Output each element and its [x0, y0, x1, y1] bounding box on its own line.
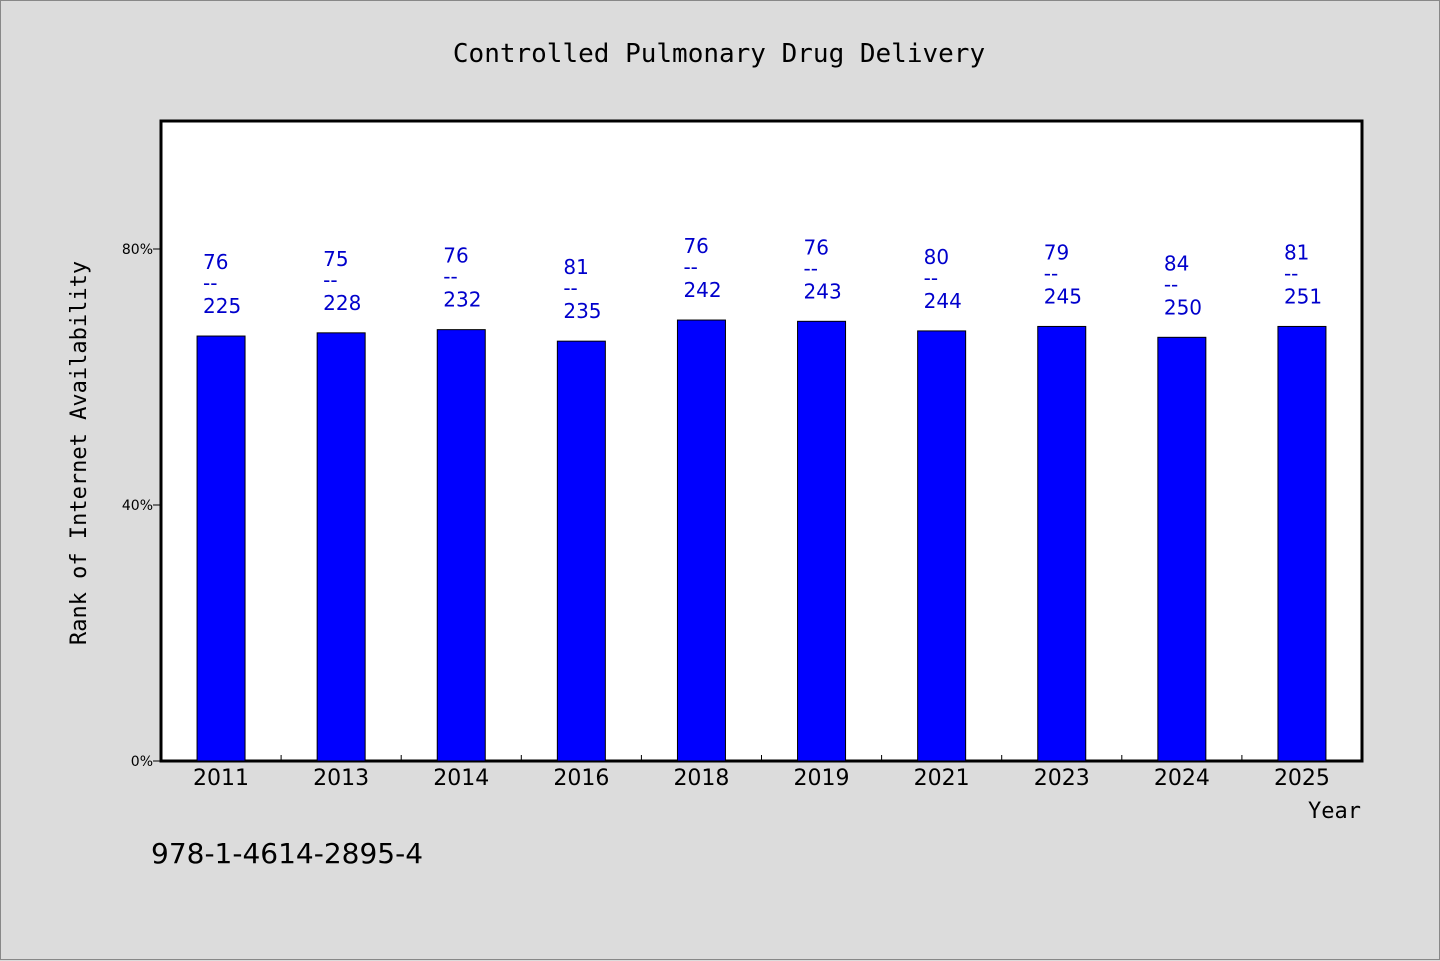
data-label-top: 81 [563, 255, 588, 279]
x-category-label: 2014 [433, 766, 489, 791]
data-label-separator: -- [1044, 261, 1058, 285]
bar-2014 [436, 329, 486, 762]
data-label-separator: -- [683, 255, 697, 279]
bar-2019 [797, 320, 847, 762]
data-label-separator: -- [563, 276, 577, 300]
x-category-label: 2018 [673, 766, 729, 791]
data-label-bottom: 225 [203, 294, 241, 318]
data-label-top: 79 [1044, 240, 1069, 264]
bar-2021 [917, 330, 967, 762]
data-label-bottom: 251 [1284, 284, 1322, 308]
x-category-label: 2024 [1154, 766, 1210, 791]
y-tick-label: 80% [122, 242, 153, 258]
y-tick-label: 40% [122, 498, 153, 514]
data-label-separator: -- [804, 256, 818, 280]
data-label-bottom: 228 [323, 291, 361, 315]
data-label-top: 76 [203, 250, 228, 274]
bar-2011 [196, 335, 246, 762]
data-label-top: 75 [323, 247, 348, 271]
data-label-separator: -- [1284, 261, 1298, 285]
chart-title: Controlled Pulmonary Drug Delivery [453, 39, 985, 69]
data-label-separator: -- [924, 266, 938, 290]
x-category-label: 2025 [1274, 766, 1330, 791]
bar-2018 [676, 319, 726, 762]
y-axis-label: Rank of Internet Availability [67, 261, 92, 645]
data-label-top: 76 [683, 234, 708, 258]
x-category-label: 2013 [313, 766, 369, 791]
x-category-label: 2023 [1034, 766, 1090, 791]
data-labels-group: 76--22575--22876--23281--23576--24276--2… [203, 234, 1322, 323]
category-labels-group: 2011 2013 2014 2016 2018 2019 2021 2023 2024 2025 [193, 766, 1330, 791]
x-category-label: 2019 [794, 766, 850, 791]
data-label-top: 80 [924, 245, 949, 269]
x-category-label: 2011 [193, 766, 249, 791]
x-axis-label: Year [1308, 799, 1361, 824]
bar-2023 [1037, 325, 1087, 762]
isbn-label: 978-1-4614-2895-4 [151, 837, 423, 870]
x-category-label: 2016 [553, 766, 609, 791]
data-label-separator: -- [203, 271, 217, 295]
bars-group [196, 319, 1327, 762]
data-label-top: 76 [443, 244, 468, 268]
data-label-separator: -- [323, 268, 337, 292]
y-tick-label: 0% [131, 754, 153, 770]
data-label-bottom: 244 [924, 289, 962, 313]
x-category-label: 2021 [914, 766, 970, 791]
y-axis-ticks: 0% 40% 80% [122, 242, 161, 770]
x-axis-ticks [280, 755, 1243, 761]
data-label-top: 76 [804, 235, 829, 259]
bar-2025 [1277, 325, 1327, 762]
data-label-bottom: 243 [804, 279, 842, 303]
bar-2013 [316, 332, 366, 762]
data-label-bottom: 242 [683, 278, 721, 302]
data-label-bottom: 250 [1164, 295, 1202, 319]
data-label-bottom: 235 [563, 299, 601, 323]
data-label-bottom: 232 [443, 288, 481, 312]
data-label-separator: -- [443, 265, 457, 289]
data-label-bottom: 245 [1044, 284, 1082, 308]
data-label-separator: -- [1164, 272, 1178, 296]
bar-2024 [1157, 336, 1207, 762]
bar-2016 [556, 340, 606, 762]
data-label-top: 84 [1164, 251, 1189, 275]
data-label-top: 81 [1284, 240, 1309, 264]
